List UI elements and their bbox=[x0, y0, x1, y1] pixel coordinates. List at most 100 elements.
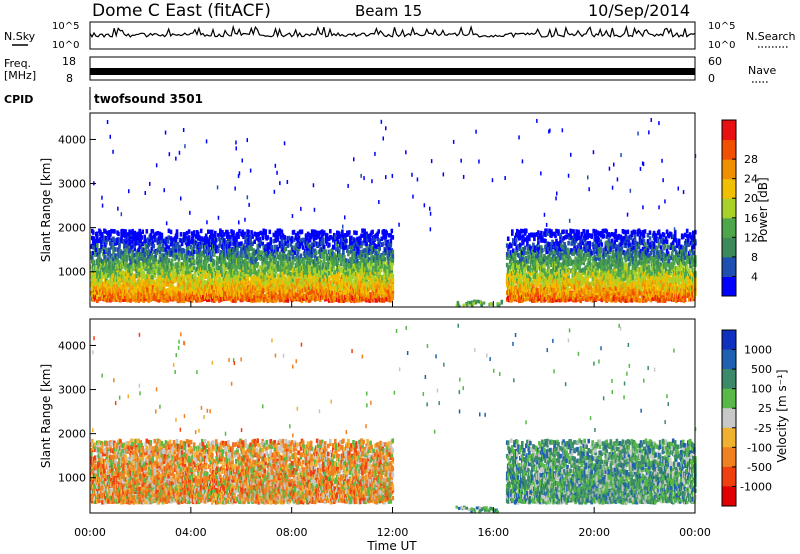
data-cell bbox=[122, 297, 125, 302]
data-cell bbox=[136, 282, 139, 288]
data-cell bbox=[96, 243, 99, 248]
data-cell bbox=[355, 230, 358, 236]
data-cell bbox=[138, 228, 141, 234]
data-cell bbox=[378, 246, 381, 251]
data-cell bbox=[102, 267, 105, 273]
data-cell bbox=[97, 256, 100, 261]
data-cell bbox=[186, 245, 190, 250]
data-cell bbox=[130, 254, 133, 259]
data-cell bbox=[137, 247, 140, 253]
data-cell bbox=[139, 232, 142, 237]
data-cell bbox=[144, 243, 147, 249]
data-cell bbox=[108, 247, 111, 252]
data-cell bbox=[147, 261, 151, 266]
data-cell bbox=[158, 243, 162, 248]
data-cell bbox=[165, 244, 169, 249]
data-cell bbox=[139, 238, 142, 244]
data-cell bbox=[322, 244, 326, 250]
data-cell bbox=[371, 229, 374, 235]
data-cell bbox=[128, 229, 131, 234]
data-cell bbox=[146, 288, 150, 293]
freq-tick-top: 18 bbox=[62, 55, 76, 68]
data-cell bbox=[90, 274, 93, 280]
data-cell bbox=[125, 239, 128, 244]
data-cell bbox=[104, 285, 107, 290]
data-cell bbox=[92, 291, 95, 297]
data-cell bbox=[167, 245, 171, 250]
data-cell bbox=[94, 252, 97, 257]
data-cell bbox=[125, 284, 128, 290]
data-cell bbox=[133, 295, 136, 300]
data-cell bbox=[104, 255, 107, 260]
data-cell bbox=[175, 229, 179, 234]
data-cell bbox=[120, 232, 123, 237]
data-cell bbox=[110, 242, 113, 247]
data-cell bbox=[132, 258, 135, 264]
data-cell bbox=[528, 254, 531, 259]
data-cell bbox=[157, 275, 161, 281]
data-cell bbox=[111, 259, 114, 264]
data-cell bbox=[169, 289, 173, 294]
data-cell bbox=[138, 262, 141, 267]
data-cell bbox=[161, 243, 165, 248]
data-cell bbox=[192, 249, 196, 254]
data-cell bbox=[159, 238, 163, 244]
data-cell bbox=[159, 280, 163, 285]
data-cell bbox=[169, 278, 173, 284]
data-cell bbox=[232, 230, 235, 235]
data-cell bbox=[165, 236, 169, 241]
data-cell bbox=[383, 257, 386, 262]
data-cell bbox=[562, 229, 565, 234]
data-cell bbox=[158, 231, 162, 237]
data-cell bbox=[96, 270, 99, 275]
data-cell bbox=[148, 284, 152, 289]
data-cell bbox=[168, 268, 172, 273]
data-cell bbox=[261, 235, 264, 241]
data-cell bbox=[140, 294, 143, 300]
nave-label: Nave bbox=[748, 64, 776, 77]
beam-label: Beam 15 bbox=[355, 2, 422, 20]
data-cell bbox=[166, 239, 170, 244]
data-cell bbox=[153, 296, 157, 302]
data-cell bbox=[138, 280, 141, 285]
data-cell bbox=[140, 235, 143, 240]
data-cell bbox=[260, 250, 263, 255]
data-cell bbox=[103, 235, 106, 240]
data-cell bbox=[104, 261, 107, 266]
data-cell bbox=[93, 236, 96, 241]
data-cell bbox=[151, 285, 155, 290]
data-cell bbox=[150, 252, 154, 258]
data-cell bbox=[159, 276, 163, 281]
data-cell bbox=[90, 290, 93, 296]
data-cell bbox=[151, 229, 155, 234]
data-cell bbox=[129, 278, 132, 283]
data-cell bbox=[165, 252, 169, 258]
data-cell bbox=[167, 258, 171, 263]
data-cell bbox=[161, 258, 165, 264]
data-cell bbox=[148, 238, 152, 244]
data-cell bbox=[118, 242, 121, 247]
freq-tick-bottom: 8 bbox=[66, 72, 73, 85]
data-cell bbox=[155, 250, 159, 255]
data-cell bbox=[129, 247, 132, 253]
data-cell bbox=[164, 250, 168, 255]
data-cell bbox=[105, 273, 108, 279]
data-cell bbox=[158, 289, 162, 295]
data-cell bbox=[525, 228, 528, 234]
data-cell bbox=[108, 235, 111, 241]
data-cell bbox=[125, 255, 128, 260]
data-cell bbox=[161, 247, 165, 253]
data-cell bbox=[123, 278, 126, 283]
data-cell bbox=[113, 297, 116, 302]
data-cell bbox=[103, 293, 106, 298]
data-cell bbox=[153, 273, 157, 279]
data-cell bbox=[104, 229, 107, 234]
data-cell bbox=[241, 253, 244, 259]
data-cell bbox=[94, 289, 97, 295]
data-cell bbox=[90, 251, 93, 256]
power-data-layer bbox=[90, 118, 697, 308]
data-cell bbox=[158, 249, 162, 255]
data-cell bbox=[192, 230, 196, 235]
date-label: 10/Sep/2014 bbox=[588, 1, 690, 20]
data-cell bbox=[167, 235, 171, 240]
